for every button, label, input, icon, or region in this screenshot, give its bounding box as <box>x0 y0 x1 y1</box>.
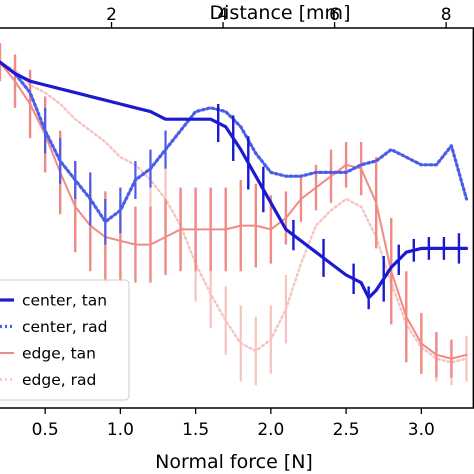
top-tick-label: 4 <box>218 5 229 25</box>
top-axis-title: Distance [mm] <box>210 2 351 24</box>
series-center-tan <box>0 60 469 310</box>
series-line <box>0 60 469 300</box>
legend-label: center, rad <box>22 318 107 336</box>
x-tick-label: 1.0 <box>107 420 134 440</box>
bottom-axis: 0.5 1.0 1.5 2.0 2.5 3.0 <box>32 408 435 440</box>
top-axis: 2 4 6 8 <box>106 5 452 28</box>
series-line <box>0 61 468 364</box>
legend-box <box>0 279 130 401</box>
top-tick-label: 2 <box>106 5 117 25</box>
x-tick-label: 3.0 <box>408 420 435 440</box>
x-tick-label: 2.5 <box>333 420 360 440</box>
legend-label: edge, rad <box>22 371 96 389</box>
axes-frame <box>0 27 474 409</box>
top-tick-label: 8 <box>441 5 452 25</box>
x-tick-label: 2.0 <box>257 420 284 440</box>
top-tick-label: 6 <box>329 5 340 25</box>
legend-label: edge, tan <box>22 345 96 363</box>
series-group <box>0 43 469 386</box>
x-tick-label: 1.5 <box>182 420 209 440</box>
legend-label: center, tan <box>22 292 107 310</box>
legend: center, tan center, rad edge, tan edge, rad <box>0 279 130 401</box>
series-line <box>0 61 468 360</box>
x-axis-title: Normal force [N] <box>155 451 313 473</box>
x-tick-label: 0.5 <box>32 420 59 440</box>
plot-area <box>0 43 469 386</box>
